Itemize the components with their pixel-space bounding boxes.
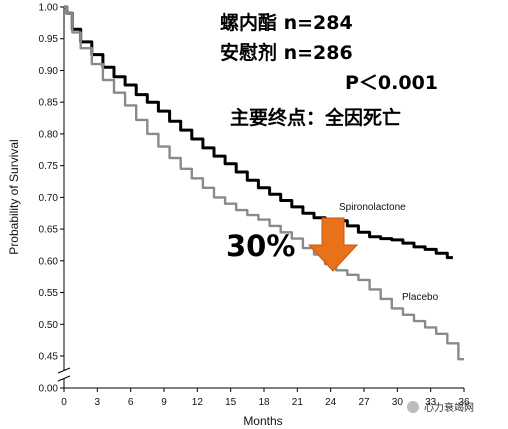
- y-tick-label: 0.85: [39, 98, 59, 109]
- x-tick-label: 30: [392, 397, 404, 408]
- annotation-spironolactone-n: 螺内酯 n=284: [220, 11, 353, 34]
- watermark-text: 心力衰竭网: [424, 401, 474, 414]
- y-tick-label: 0.80: [39, 129, 59, 140]
- reduction-arrow: [307, 217, 359, 272]
- series-lines: [64, 5, 464, 361]
- x-tick-label: 9: [161, 397, 167, 408]
- x-tick-label: 18: [258, 397, 270, 408]
- x-tick-label: 12: [192, 397, 204, 408]
- y-tick-label: 0.65: [39, 225, 59, 236]
- y-tick-label: 0.50: [39, 320, 59, 331]
- x-tick-label: 33: [425, 397, 437, 408]
- y-tick-label: 0.45: [39, 352, 59, 363]
- y-axis-title: Probability of Survival: [7, 139, 21, 254]
- x-tick-label: 27: [358, 397, 370, 408]
- annotation-placebo-n: 安慰剂 n=286: [220, 41, 353, 64]
- wechat-icon: [407, 401, 419, 413]
- x-tick-label: 36: [458, 397, 470, 408]
- watermark: 心力衰竭网: [407, 401, 474, 414]
- y-tick-label: 0.60: [39, 256, 59, 267]
- x-tick-label: 0: [61, 397, 67, 408]
- x-axis-title: Months: [243, 414, 282, 428]
- x-tick-label: 24: [325, 397, 337, 408]
- x-tick-label: 6: [128, 397, 134, 408]
- y-tick-label-zero: 0.00: [39, 384, 59, 395]
- y-tick-label: 0.90: [39, 66, 59, 77]
- y-tick-label: 1.00: [39, 3, 59, 14]
- series-line-placebo: [64, 5, 464, 361]
- axis-break-mark: [57, 367, 71, 382]
- y-tick-label: 0.75: [39, 161, 59, 172]
- series-label-placebo: Placebo: [402, 292, 439, 303]
- x-tick-label: 15: [225, 397, 237, 408]
- axes: [57, 7, 464, 389]
- x-tick-label: 21: [292, 397, 304, 408]
- annotation-reduction: 30%: [226, 229, 295, 263]
- series-line-spironolactone: [64, 5, 453, 260]
- down-arrow-icon: [307, 217, 359, 272]
- y-tick-label: 0.95: [39, 34, 59, 45]
- annotation-primary-endpoint: 主要终点：全因死亡: [230, 106, 401, 129]
- y-tick-label: 0.55: [39, 288, 59, 299]
- y-tick-label: 0.70: [39, 193, 59, 204]
- ticks: 1.00 0.95 0.90 0.85 0.80 0.75 0.70 0.65 0.60 0.55…: [39, 3, 470, 409]
- series-label-spironolactone: Spironolactone: [339, 202, 406, 213]
- annotation-p-value: P＜0.001: [345, 72, 438, 94]
- x-tick-label: 3: [95, 397, 101, 408]
